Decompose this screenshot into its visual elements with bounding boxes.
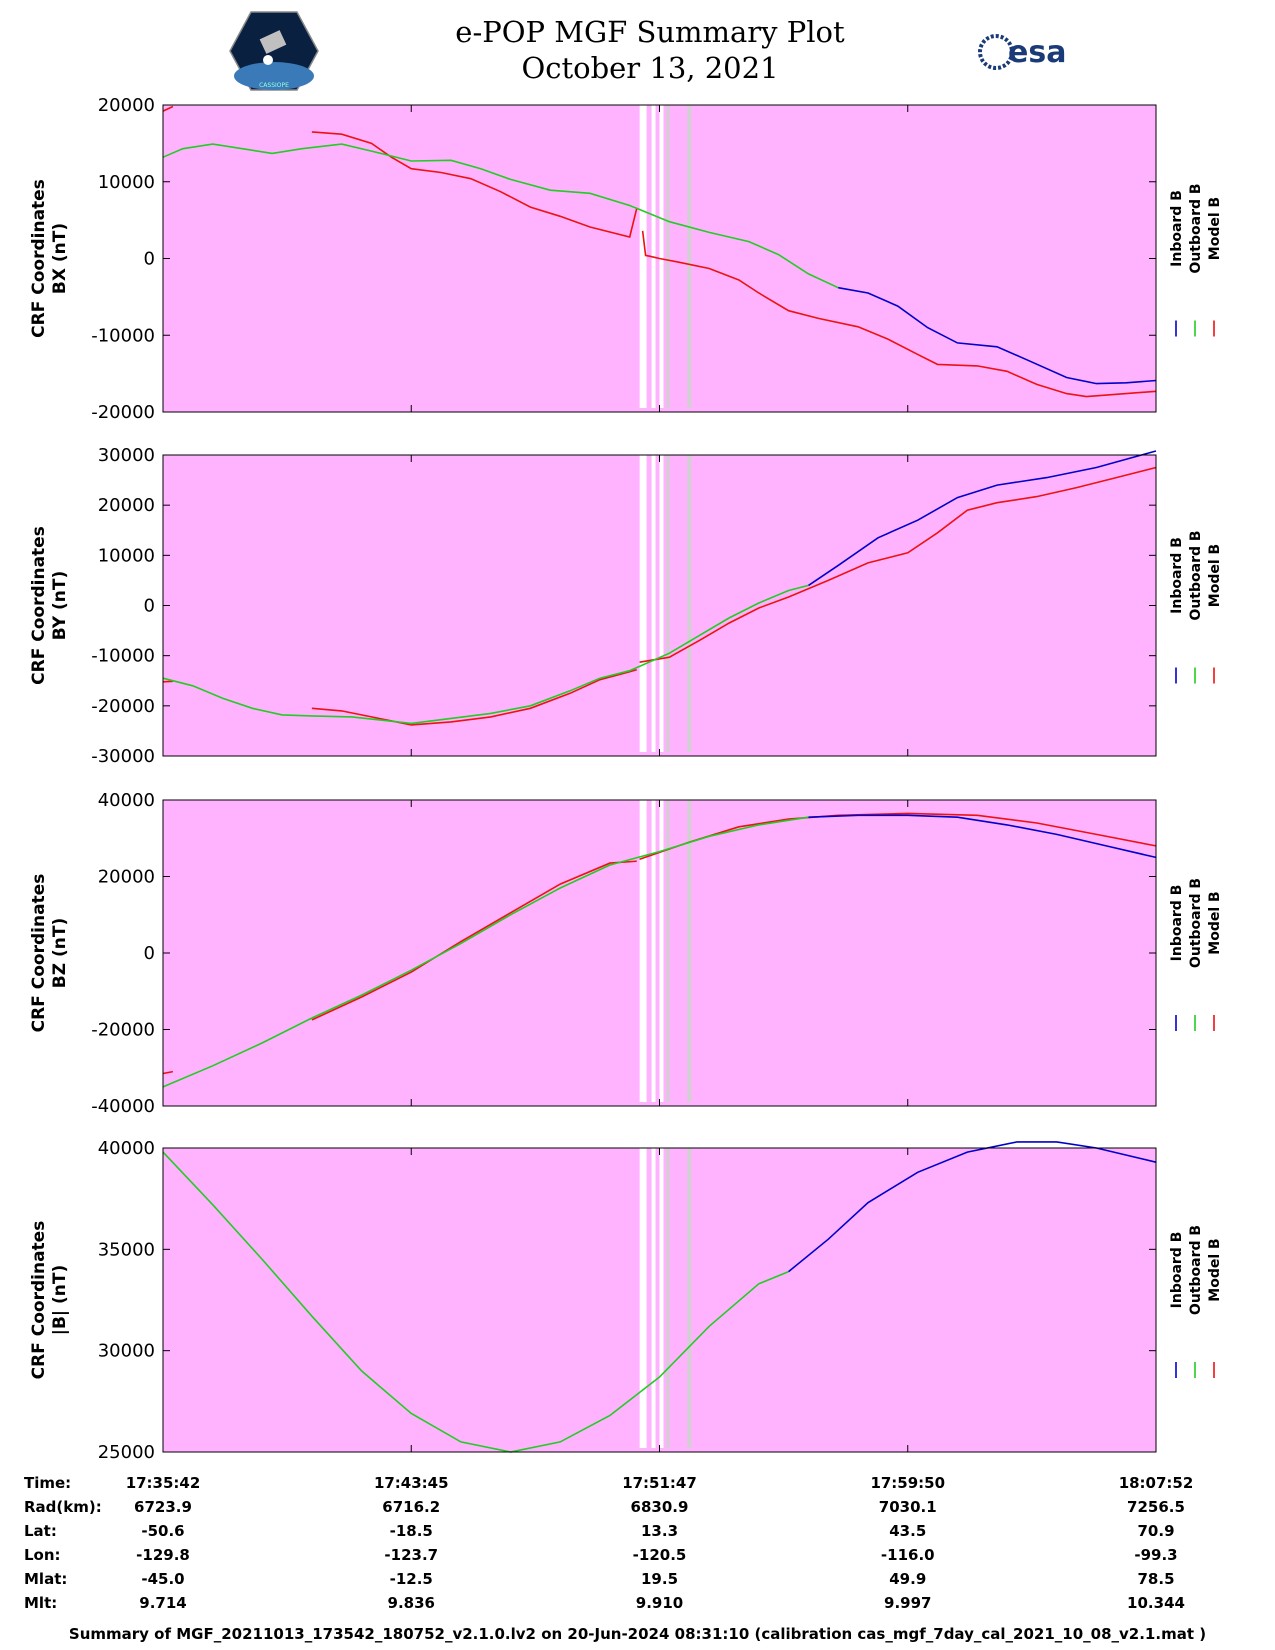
y-tick-label: 20000 xyxy=(98,95,155,116)
series-line-model-b xyxy=(311,131,638,238)
y-tick-label: 0 xyxy=(144,943,155,964)
y-tick-label: -20000 xyxy=(91,696,155,717)
legend-label: Model B xyxy=(1207,891,1223,954)
series-line-model-b xyxy=(162,105,174,112)
y-tick-label: 0 xyxy=(144,249,155,270)
y-tick-label: -30000 xyxy=(91,746,155,767)
y-tick-label: 25000 xyxy=(98,1442,155,1463)
data-gap-white xyxy=(651,800,656,1102)
y-tick-label: 30000 xyxy=(98,1341,155,1362)
series-line-inboard-b xyxy=(808,814,1157,859)
y-tick-label: 40000 xyxy=(98,790,155,811)
date-line: October 13, 2021 xyxy=(521,51,779,85)
legend-label: Model B xyxy=(1207,544,1223,607)
series-line-outboard-b xyxy=(162,816,809,1088)
legend-label: Model B xyxy=(1207,1238,1223,1301)
y-axis-label: CRF CoordinatesBZ (nT) xyxy=(29,874,70,1033)
data-gap-white xyxy=(639,455,647,752)
series-line-outboard-b xyxy=(162,143,839,289)
y-tick-label: -20000 xyxy=(91,1020,155,1041)
y-tick-label: -20000 xyxy=(91,402,155,423)
data-gap-grey xyxy=(687,1148,692,1448)
y-axis-label-line: CRF Coordinates xyxy=(29,874,49,1033)
y-tick-label: -40000 xyxy=(91,1096,155,1117)
y-axis-label-line: CRF Coordinates xyxy=(29,179,49,338)
series-line-model-b xyxy=(311,860,637,1021)
data-gap-grey xyxy=(666,800,670,1102)
plot-title: e-POP MGF Summary Plot October 13, 2021 xyxy=(350,14,950,86)
logo-left-text: CASSIOPE xyxy=(259,82,289,89)
y-axis-label: CRF Coordinates|B| (nT) xyxy=(29,1221,70,1380)
data-gap-grey xyxy=(687,105,692,408)
legend-label: Inboard B xyxy=(1169,537,1185,614)
y-tick-label: 30000 xyxy=(98,445,155,466)
esa-logo: esa xyxy=(978,34,1066,70)
y-axis-label-line: CRF Coordinates xyxy=(29,1221,49,1380)
series-line-inboard-b xyxy=(788,1141,1157,1273)
series-line-model-b xyxy=(641,230,1157,398)
data-gap-grey xyxy=(666,455,670,752)
y-tick-label: 40000 xyxy=(98,1138,155,1159)
footer-caption: Summary of MGF_20211013_173542_180752_v2… xyxy=(68,1625,1207,1643)
logo-right-text: esa xyxy=(1008,35,1066,70)
data-gap-white xyxy=(659,1148,664,1448)
y-tick-label: -10000 xyxy=(91,325,155,346)
legend-label: Inboard B xyxy=(1169,885,1185,962)
y-axis-label-line: |B| (nT) xyxy=(50,1265,70,1336)
y-tick-label: 35000 xyxy=(98,1239,155,1260)
legend-label: Outboard B xyxy=(1188,878,1204,968)
y-axis-label: CRF CoordinatesBY (nT) xyxy=(29,526,70,685)
series-line-outboard-b xyxy=(162,1151,789,1453)
series-line-model-b xyxy=(639,466,1157,663)
series-line-model-b xyxy=(311,668,637,726)
data-gap-white xyxy=(659,455,664,752)
y-tick-label: 10000 xyxy=(98,172,155,193)
data-gap-white xyxy=(659,105,664,408)
y-axis-label-line: BY (nT) xyxy=(50,571,70,641)
legend-label: Outboard B xyxy=(1188,530,1204,620)
series-line-outboard-b xyxy=(162,584,809,725)
legend-label: Inboard B xyxy=(1169,190,1185,267)
data-gap-grey xyxy=(687,455,692,752)
series-line-model-b xyxy=(162,680,173,683)
legend-label: Model B xyxy=(1207,197,1223,260)
title-line: e-POP MGF Summary Plot xyxy=(455,15,845,49)
cassiope-logo: CASSIOPE xyxy=(229,11,319,91)
data-gap-grey xyxy=(687,800,692,1102)
data-gap-white xyxy=(639,800,647,1102)
y-axis-label-line: BZ (nT) xyxy=(50,918,70,988)
y-tick-label: 20000 xyxy=(98,495,155,516)
y-tick-label: 0 xyxy=(144,596,155,617)
data-gap-white xyxy=(651,455,656,752)
y-axis-label-line: BX (nT) xyxy=(50,223,70,294)
panel-1: 20000 10000 0 -10000 -20000 CRF CoordinatesBX… xyxy=(29,95,1223,423)
legend-label: Outboard B xyxy=(1188,183,1204,273)
y-tick-label: -10000 xyxy=(91,646,155,667)
panel-3: 40000 20000 0 -20000 -40000 CRF CoordinatesBZ… xyxy=(29,790,1223,1117)
y-axis-label: CRF CoordinatesBX (nT) xyxy=(29,179,70,338)
data-gap-white xyxy=(651,1148,656,1448)
legend-label: Inboard B xyxy=(1169,1232,1185,1309)
series-line-model-b xyxy=(162,1070,174,1075)
panel-2: 30000 20000 10000 0 -10000 -20000 -30000 CRF Co… xyxy=(29,445,1223,767)
series-line-inboard-b xyxy=(838,286,1157,385)
data-gap-white xyxy=(639,1148,647,1448)
series-line-inboard-b xyxy=(808,450,1157,587)
data-gap-white xyxy=(639,105,647,408)
panel-4: 40000 35000 30000 25000 CRF Coordinates|B| (… xyxy=(29,1138,1223,1463)
y-axis-label-line: CRF Coordinates xyxy=(29,526,49,685)
data-gap-grey xyxy=(666,1148,670,1448)
data-gap-grey xyxy=(666,105,670,408)
y-tick-label: 20000 xyxy=(98,867,155,888)
legend-label: Outboard B xyxy=(1188,1225,1204,1315)
data-gap-white xyxy=(659,800,664,1102)
y-tick-label: 10000 xyxy=(98,545,155,566)
